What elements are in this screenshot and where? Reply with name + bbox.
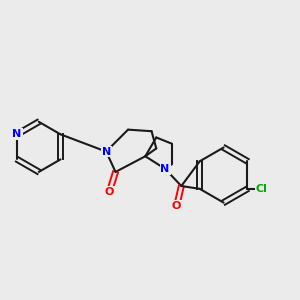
Text: N: N bbox=[101, 147, 111, 157]
Text: O: O bbox=[172, 201, 181, 212]
Text: N: N bbox=[160, 164, 170, 174]
Text: N: N bbox=[13, 129, 22, 139]
Text: Cl: Cl bbox=[256, 184, 268, 194]
Text: O: O bbox=[105, 187, 114, 197]
